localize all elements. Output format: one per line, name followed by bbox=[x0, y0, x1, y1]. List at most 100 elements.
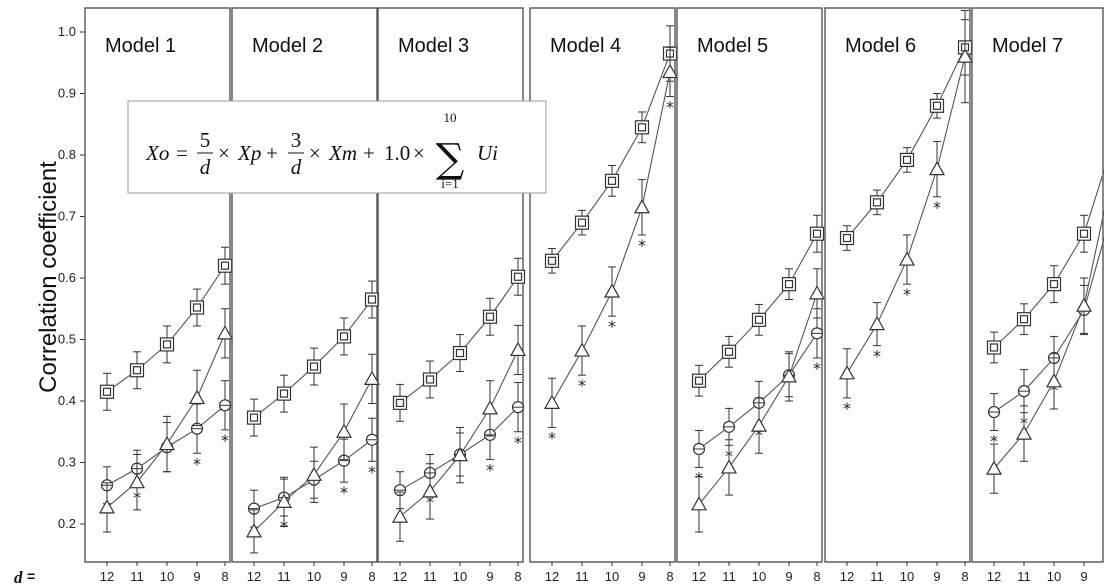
x-tick-label: 8 bbox=[514, 569, 521, 584]
y-tick-label: 0.5 bbox=[58, 332, 76, 347]
series-square bbox=[544, 25, 678, 274]
panel-title: Model 1 bbox=[105, 35, 176, 57]
y-tick-label: 0.2 bbox=[58, 516, 76, 531]
panel-frame bbox=[84, 7, 231, 563]
square-marker-inner bbox=[989, 343, 999, 352]
significance-star: * bbox=[843, 399, 851, 418]
x-tick-label: 12 bbox=[987, 569, 1001, 584]
series-circle: **** bbox=[100, 380, 232, 524]
formula-plus: + bbox=[266, 141, 278, 165]
significance-star: * bbox=[873, 347, 881, 366]
series-circle: **** bbox=[247, 417, 379, 547]
x-tick-label: 12 bbox=[545, 569, 559, 584]
significance-star: * bbox=[666, 98, 674, 117]
square-marker-inner bbox=[162, 340, 172, 349]
significance-star: * bbox=[368, 462, 376, 481]
x-tick-label: 9 bbox=[486, 569, 493, 584]
significance-star: * bbox=[990, 432, 998, 451]
series-square bbox=[839, 19, 973, 251]
square-marker-inner bbox=[102, 387, 112, 396]
panel-frame bbox=[824, 7, 971, 563]
significance-star: * bbox=[340, 483, 348, 502]
significance-star: * bbox=[638, 236, 646, 255]
square-marker-inner bbox=[192, 303, 202, 312]
y-axis: 0.2 0.3 0.4 0.5 0.6 0.7 0.8 0.9 1.0 bbox=[58, 24, 85, 531]
x-tick-label: 10 bbox=[605, 569, 619, 584]
significance-star: * bbox=[514, 433, 522, 452]
square-marker-inner bbox=[902, 155, 912, 165]
series-square bbox=[691, 214, 825, 397]
x-tick-label: 8 bbox=[368, 569, 375, 584]
x-tick-label: 9 bbox=[638, 569, 645, 584]
triangle-marker bbox=[603, 283, 621, 298]
square-marker-inner bbox=[637, 123, 647, 132]
triangle-marker bbox=[633, 199, 651, 214]
square-marker-inner bbox=[547, 256, 557, 265]
y-tick-label: 0.3 bbox=[58, 455, 76, 470]
square-marker-inner bbox=[513, 272, 523, 281]
triangle-marker bbox=[509, 341, 527, 357]
triangle-marker bbox=[305, 466, 323, 481]
significance-star: * bbox=[221, 431, 229, 450]
triangle-marker bbox=[808, 285, 826, 300]
triangle-marker bbox=[750, 417, 768, 432]
panel-title: Model 4 bbox=[550, 35, 621, 57]
square-marker-inner bbox=[485, 312, 495, 321]
series-line bbox=[253, 378, 373, 532]
panel-title: Model 6 bbox=[845, 35, 916, 57]
square-marker-inner bbox=[132, 366, 142, 375]
series-triangle bbox=[985, 180, 1104, 494]
sigma-symbol: ∑ bbox=[436, 136, 465, 182]
series-square bbox=[99, 246, 233, 411]
panel-frame bbox=[529, 7, 676, 563]
triangle-marker bbox=[481, 400, 499, 415]
formula-sum-upper: 10 bbox=[444, 110, 457, 125]
significance-star: * bbox=[608, 317, 616, 336]
x-tick-label: 8 bbox=[221, 569, 228, 584]
y-tick-label: 0.4 bbox=[58, 393, 76, 408]
series-triangle bbox=[391, 324, 527, 542]
square-marker-inner bbox=[309, 362, 319, 371]
triangle-marker bbox=[335, 423, 353, 438]
formula-times: × bbox=[413, 141, 425, 165]
d-axis-prefix: d = bbox=[14, 568, 35, 587]
x-tick-label: 12 bbox=[692, 569, 706, 584]
series-line bbox=[993, 209, 1104, 470]
square-marker-inner bbox=[812, 229, 822, 238]
square-marker-inner bbox=[1049, 280, 1059, 289]
x-tick-label: 11 bbox=[575, 569, 589, 584]
x-tick-label: 11 bbox=[423, 569, 437, 584]
square-marker-inner bbox=[1019, 315, 1029, 324]
square-marker-inner bbox=[694, 376, 704, 385]
formula-coef1-num: 5 bbox=[200, 128, 211, 152]
series-triangle: * * * * * bbox=[543, 46, 679, 447]
series-circle: **** bbox=[987, 236, 1104, 451]
x-tick-label: 10 bbox=[307, 569, 321, 584]
square-marker-inner bbox=[425, 375, 435, 384]
triangle-marker bbox=[275, 493, 293, 508]
formula-coef1-den: d bbox=[200, 155, 211, 179]
x-tick-label: 10 bbox=[453, 569, 467, 584]
square-marker-inner bbox=[607, 176, 617, 185]
triangle-marker bbox=[928, 160, 946, 176]
d-prefix-equals: = bbox=[27, 568, 35, 584]
series-triangle bbox=[245, 353, 381, 554]
y-tick-label: 1.0 bbox=[58, 24, 76, 39]
x-tick-label: 12 bbox=[100, 569, 114, 584]
significance-star: * bbox=[813, 359, 821, 378]
series-line bbox=[698, 233, 818, 382]
y-tick-label: 0.9 bbox=[58, 86, 76, 101]
square-marker-inner bbox=[577, 218, 587, 227]
series-line bbox=[993, 169, 1104, 348]
triangle-marker bbox=[188, 389, 206, 405]
triangle-marker bbox=[451, 446, 469, 462]
panel-6: Model 6 12 11 10 9 8 * * * * bbox=[824, 7, 974, 584]
triangle-marker bbox=[956, 48, 974, 63]
significance-star: * bbox=[578, 376, 586, 395]
panel-title: Model 2 bbox=[252, 35, 323, 57]
triangle-marker bbox=[543, 394, 561, 409]
formula-coef3: 1.0 bbox=[384, 141, 410, 165]
